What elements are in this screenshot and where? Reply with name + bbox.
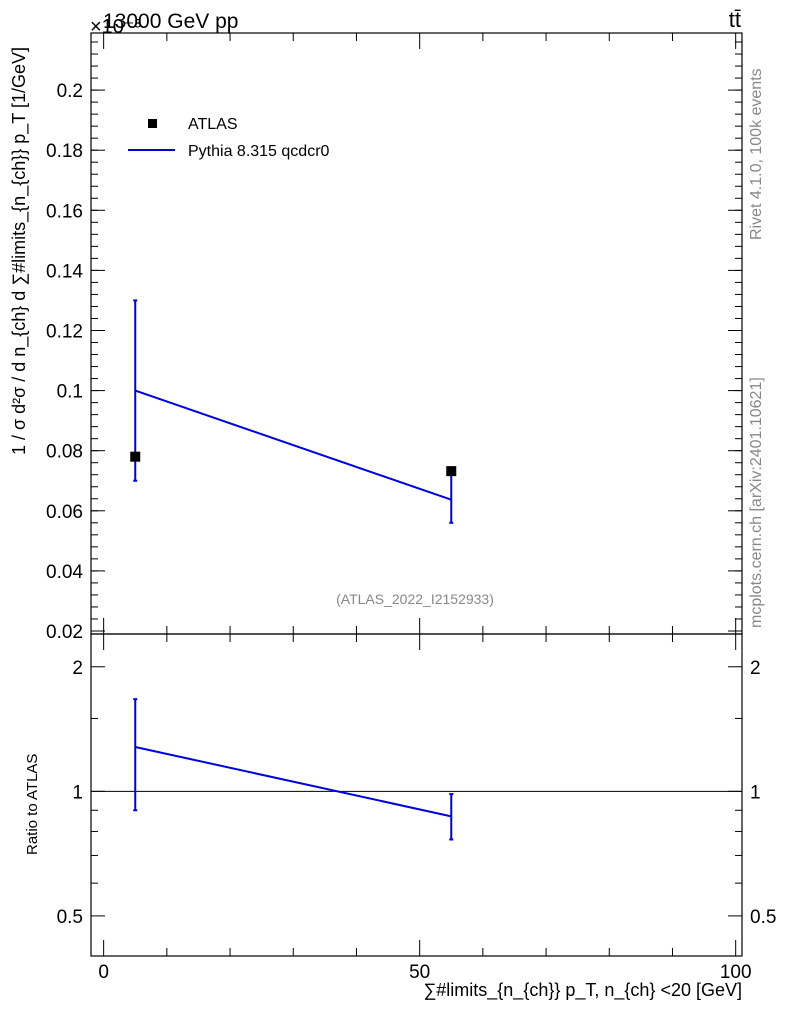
analysis-watermark: (ATLAS_2022_I2152933)	[336, 591, 494, 607]
ratio-panel-frame	[90, 633, 743, 957]
main-y-tick-label: 0.08	[46, 442, 83, 463]
mcplots-label: mcplots.cern.ch [arXiv:2401.10621]	[748, 377, 765, 628]
main-y-tick-label: 0.02	[46, 622, 83, 643]
main-y-tick-label: 0.06	[46, 502, 83, 523]
legend-atlas-label: ATLAS	[188, 116, 238, 133]
main-y-tick-label: 0.1	[57, 382, 83, 403]
legend-pythia-label: Pythia 8.315 qcdcr0	[188, 143, 330, 160]
header-exponent-label: ×10⁻³	[90, 16, 141, 38]
ratio-y-axis-title: Ratio to ATLAS	[24, 754, 41, 855]
main-y-tick-label: 0.18	[46, 141, 83, 162]
main-y-tick-label: 0.04	[46, 562, 83, 583]
atlas-data-point	[446, 466, 457, 477]
main-y-tick-label: 0.14	[46, 261, 83, 282]
main-y-tick-label: 0.16	[46, 201, 83, 222]
main-y-tick-label: 0.2	[57, 81, 83, 102]
rivet-version-label: Rivet 4.1.0, 100k events	[748, 68, 765, 240]
ratio-y-tick-label-right: 0.5	[750, 907, 776, 928]
legend-atlas-marker	[148, 119, 157, 128]
legend: ATLAS Pythia 8.315 qcdcr0	[128, 116, 330, 160]
ratio-y-tick-label-right: 1	[750, 782, 761, 803]
ratio-y-tick-label-right: 2	[750, 658, 761, 679]
ratio-y-tick-label-left: 1	[72, 782, 83, 803]
header-process-label: tt̄	[729, 7, 741, 32]
atlas-data-point	[130, 451, 141, 462]
ratio-y-tick-label-left: 2	[72, 658, 83, 679]
x-tick-label: 50	[409, 962, 430, 983]
main-y-tick-label: 0.12	[46, 321, 83, 342]
x-tick-label: 0	[98, 962, 109, 983]
ratio-y-tick-label-left: 0.5	[57, 907, 83, 928]
pythia-ratio-line	[135, 745, 452, 818]
header-energy-label: 13000 GeV pp	[103, 10, 238, 33]
pythia-main-line	[134, 389, 452, 501]
x-axis-title: ∑#limits_{n_{ch}} p_T, n_{ch} <20 [GeV]	[423, 980, 742, 1001]
x-tick-label: 100	[720, 962, 752, 983]
main-y-axis-title: 1 / σ d²σ / d n_{ch} d ∑#limits_{n_{ch}}…	[9, 47, 30, 455]
